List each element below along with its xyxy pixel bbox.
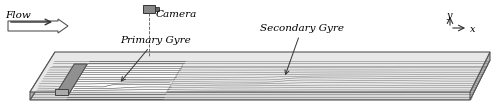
Polygon shape (470, 52, 490, 100)
Text: Primary Gyre: Primary Gyre (120, 36, 191, 81)
Bar (155, 7, 159, 11)
Polygon shape (30, 52, 490, 92)
Text: y: y (446, 11, 452, 20)
Polygon shape (30, 60, 490, 100)
Text: Secondary Gyre: Secondary Gyre (260, 24, 344, 74)
Polygon shape (55, 64, 88, 95)
Text: x: x (470, 25, 476, 34)
Text: Camera: Camera (156, 10, 197, 19)
Polygon shape (55, 89, 68, 95)
Polygon shape (69, 64, 183, 94)
Text: Flow: Flow (5, 10, 31, 19)
Polygon shape (30, 52, 55, 100)
Bar (143, 5, 155, 13)
